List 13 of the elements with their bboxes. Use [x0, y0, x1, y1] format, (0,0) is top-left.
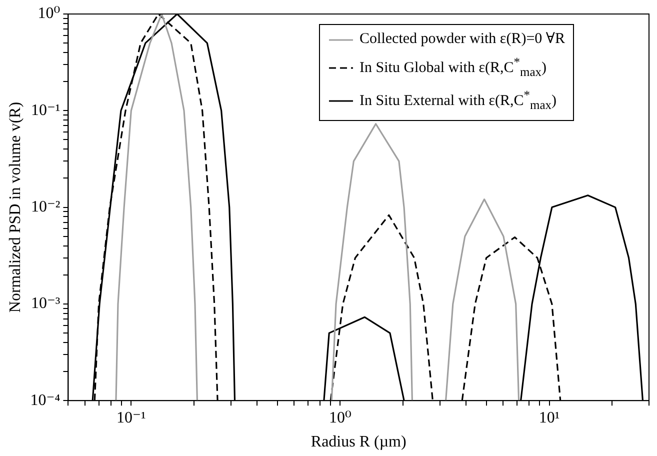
x-tick-label: 10⁰ — [328, 409, 352, 426]
legend-label: In Situ External with ε(R,C$^{*}$$_{max}$) — [360, 87, 557, 114]
y-tick-label: 10⁻² — [30, 198, 60, 216]
y-axis-title: Normalized PSD in volume v(R) — [6, 102, 24, 313]
y-tick-label: 10⁰ — [38, 5, 60, 22]
x-tick-label: 10⁻¹ — [116, 409, 146, 426]
y-tick-label: 10⁻³ — [30, 295, 60, 312]
legend-label: Collected powder with ε(R)=0 ∀R — [360, 30, 565, 49]
y-tick-label: 10⁻⁴ — [30, 392, 61, 409]
legend-label: In Situ Global with ε(R,C$^{*}$$_{max}$) — [360, 54, 547, 81]
x-tick-label: 10¹ — [538, 409, 560, 426]
y-tick-label: 10⁻¹ — [30, 102, 60, 119]
x-axis-title: Radius R (µm) — [310, 434, 406, 451]
